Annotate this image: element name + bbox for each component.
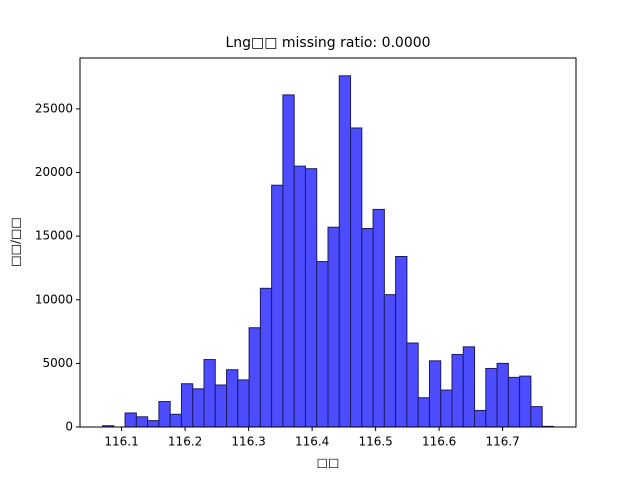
bar: [304, 168, 318, 428]
bar: [395, 255, 408, 428]
bar: [474, 409, 487, 428]
bar: [361, 228, 374, 428]
bar: [519, 375, 532, 428]
bar: [327, 226, 340, 428]
x-tick-label: 116.6: [422, 435, 456, 449]
bar: [192, 388, 205, 428]
x-tick-label: 116.3: [231, 435, 265, 449]
bar: [169, 413, 182, 428]
bar: [372, 208, 385, 428]
bar: [248, 327, 261, 428]
x-axis-label: □□: [317, 456, 340, 470]
bar: [406, 342, 419, 428]
bar: [462, 346, 476, 428]
x-tick-label: 116.1: [104, 435, 138, 449]
y-tick-label: 20000: [35, 165, 73, 179]
bar: [417, 397, 430, 428]
bar: [428, 360, 442, 428]
y-axis-label: □□/□□: [9, 217, 23, 266]
bar: [180, 383, 194, 428]
bar: [530, 406, 543, 428]
y-tick-label: 10000: [35, 292, 73, 306]
bar: [271, 184, 284, 428]
chart-title: Lng□□ missing ratio: 0.0000: [225, 35, 430, 51]
bar: [282, 94, 295, 428]
bar: [203, 359, 216, 428]
bar: [226, 369, 239, 428]
bar: [507, 376, 521, 428]
bar: [259, 287, 273, 428]
bar: [496, 362, 509, 428]
x-tick-label: 116.5: [358, 435, 392, 449]
bar: [237, 379, 250, 428]
bar: [451, 353, 464, 428]
y-tick-label: 25000: [35, 101, 73, 115]
bar: [158, 401, 171, 428]
x-tick-label: 116.4: [295, 435, 329, 449]
bar: [338, 75, 352, 428]
bar: [293, 165, 306, 428]
y-tick-label: 5000: [42, 356, 73, 370]
bar: [440, 389, 453, 428]
bar: [350, 127, 363, 428]
bar: [147, 420, 160, 428]
y-tick-label: 0: [65, 420, 73, 434]
y-tick-label: 15000: [35, 229, 73, 243]
bar: [316, 261, 329, 428]
plot-frame: [79, 57, 577, 428]
x-tick-label: 116.7: [485, 435, 519, 449]
bar: [485, 367, 498, 428]
bar: [124, 412, 137, 428]
x-tick-label: 116.2: [168, 435, 202, 449]
bar: [214, 384, 228, 428]
bar: [135, 416, 149, 428]
bar: [383, 294, 397, 428]
